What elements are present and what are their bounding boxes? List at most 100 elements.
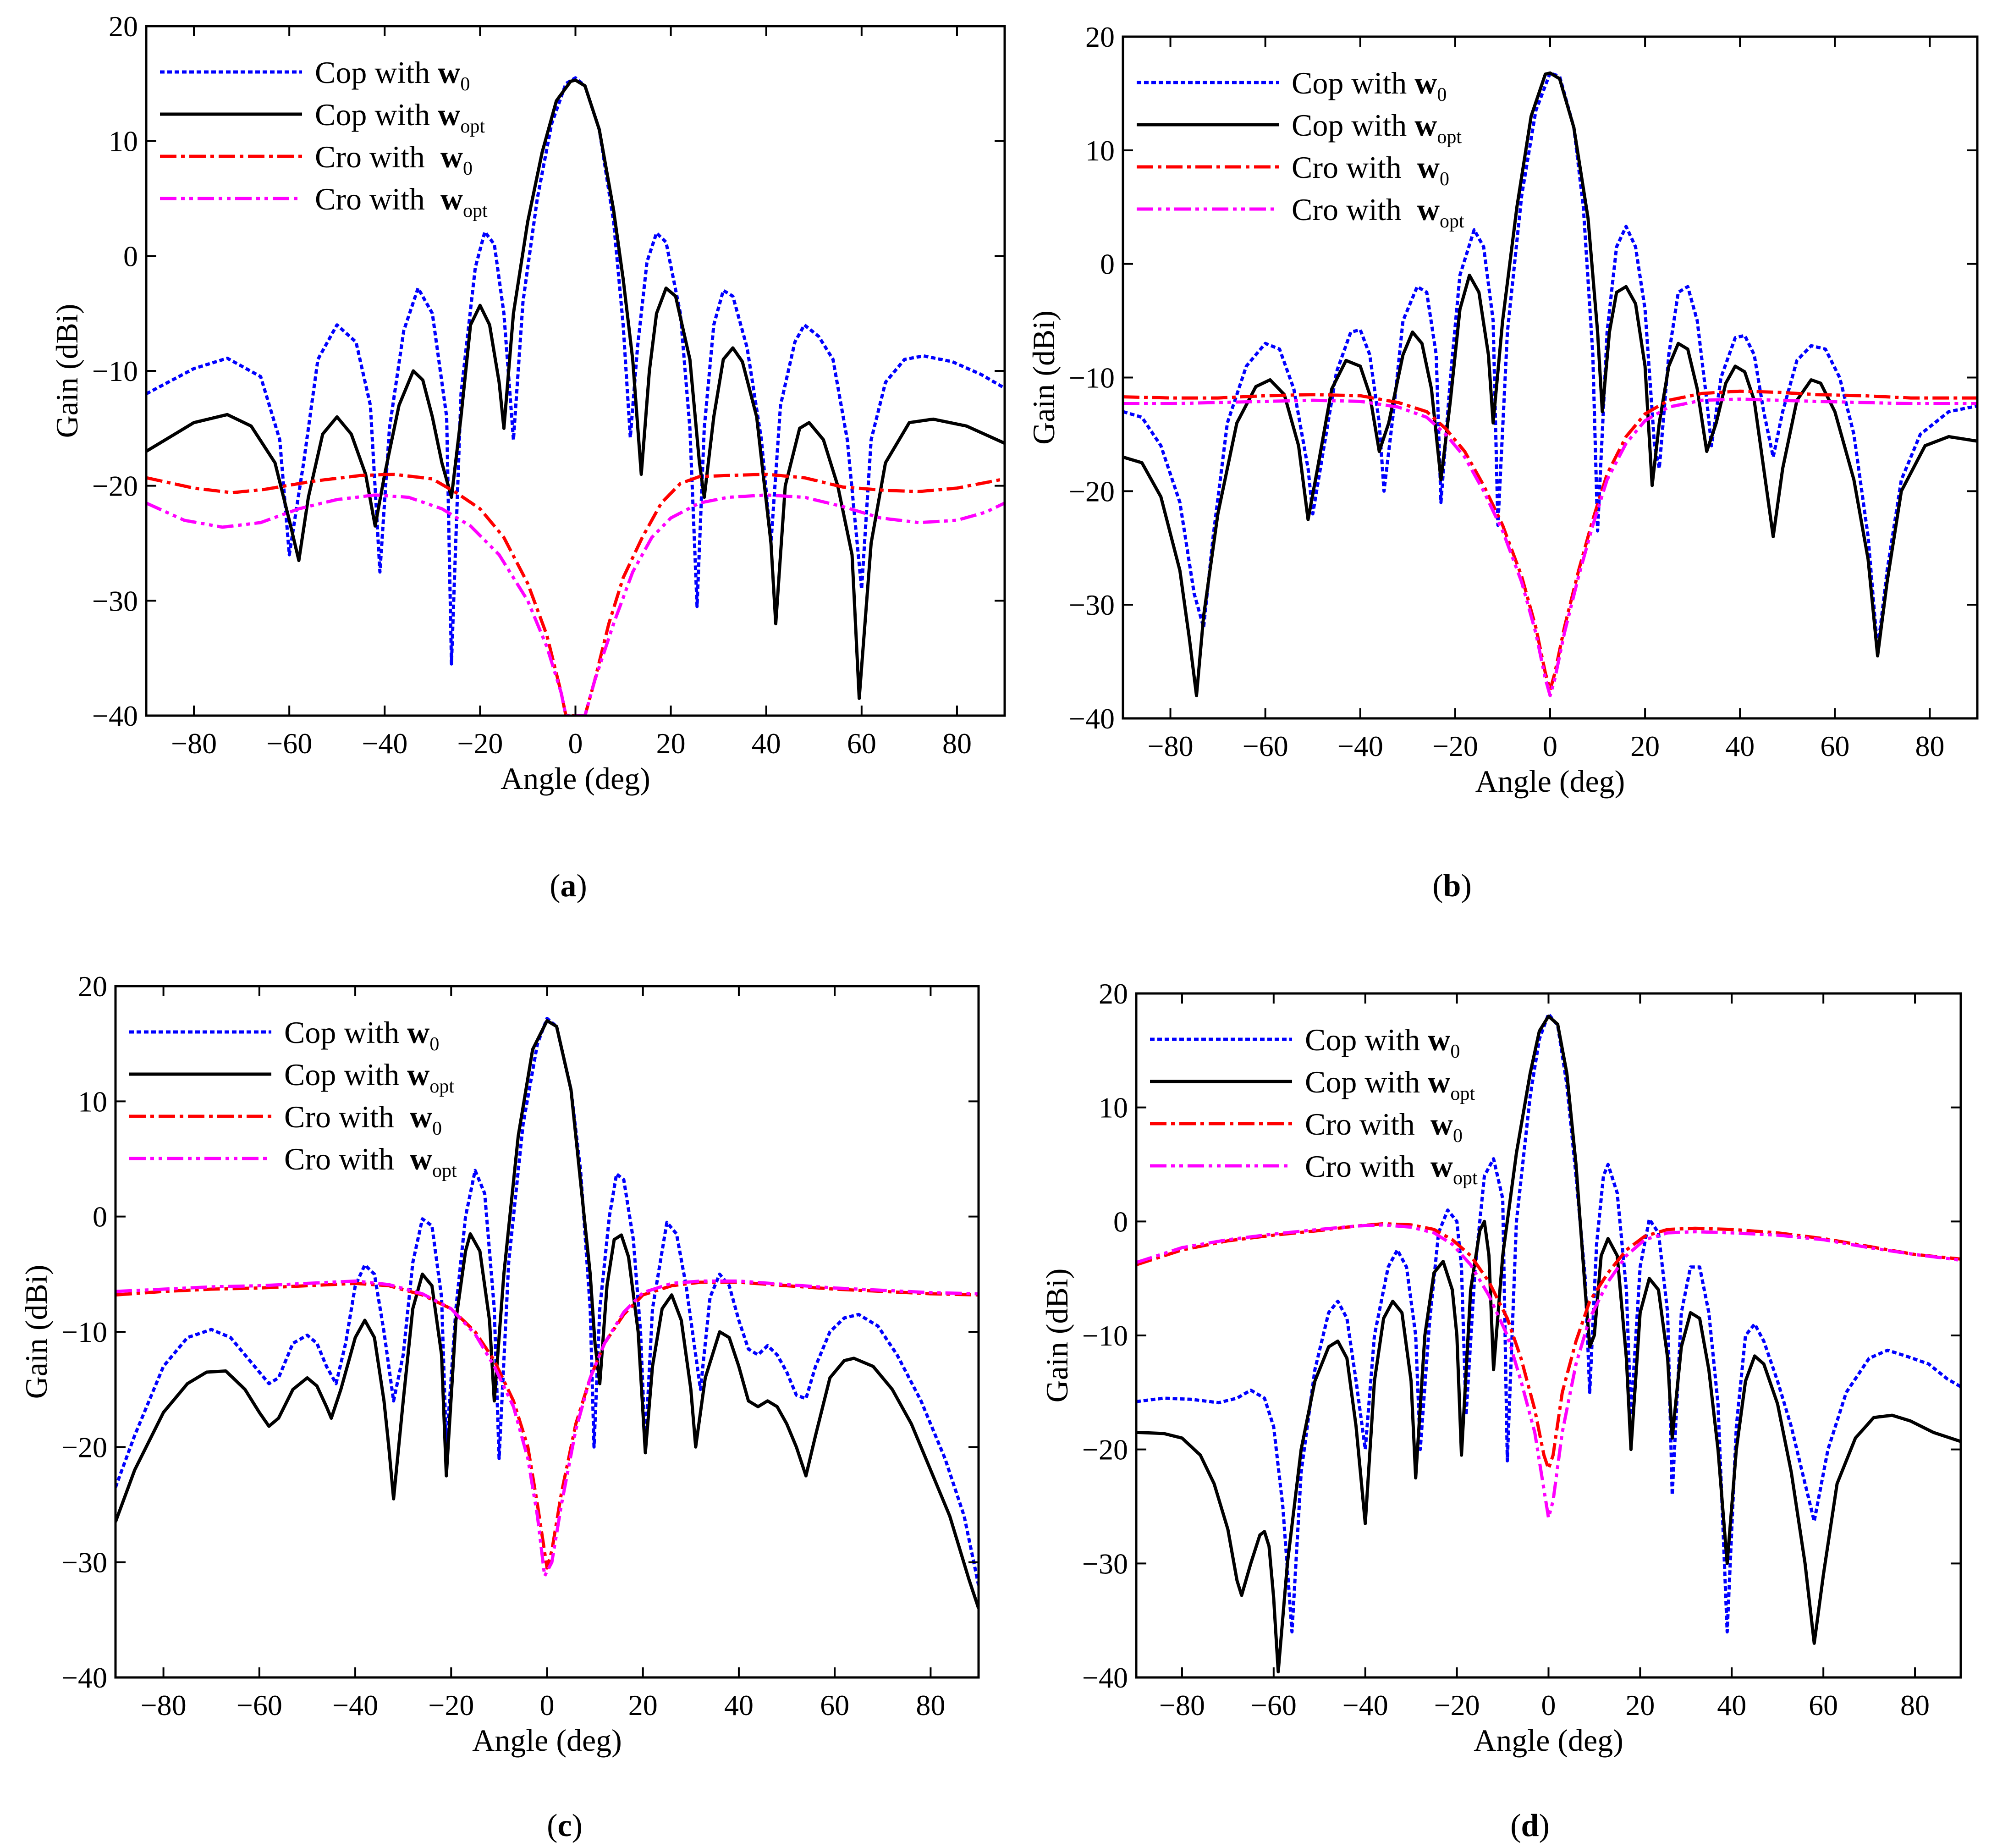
legend-subscript: opt xyxy=(1450,1083,1475,1104)
legend-subscript: opt xyxy=(432,1160,457,1181)
legend-bold-symbol: w xyxy=(407,1057,429,1092)
legend-subscript: opt xyxy=(1453,1168,1478,1189)
legend-subscript: 0 xyxy=(1453,1125,1463,1147)
legend-label-4: Cro with wopt xyxy=(315,182,488,221)
x-tick-label: −80 xyxy=(1148,730,1194,762)
legend-subscript: 0 xyxy=(429,1034,439,1055)
x-tick-label: 40 xyxy=(724,1689,754,1721)
chart-panel-d: −80 −60 −40 −20 0 20 40 60 80−40−30−20−1001020An… xyxy=(1040,977,1962,1843)
y-tick-label: −20 xyxy=(1082,1434,1128,1466)
x-tick-label: 40 xyxy=(752,727,781,760)
legend-label-1: Cop with w0 xyxy=(1305,1022,1460,1062)
x-tick-label: −80 xyxy=(171,727,217,760)
legend-text: Cop with xyxy=(1305,1065,1428,1099)
x-tick-label: 20 xyxy=(1625,1689,1655,1721)
legend-bold-symbol: w xyxy=(1430,1107,1453,1142)
legend-text: Cro with xyxy=(315,182,440,216)
y-tick-label: −40 xyxy=(1069,702,1115,735)
x-tick-label: 20 xyxy=(628,1689,658,1721)
x-tick-label: 60 xyxy=(820,1689,849,1721)
panel-caption: (b) xyxy=(1432,868,1472,904)
series-line-3 xyxy=(146,473,1005,716)
legend-label-3: Cro with w0 xyxy=(315,139,473,179)
legend-bold-symbol: w xyxy=(438,55,460,90)
x-tick-label: 80 xyxy=(916,1689,945,1721)
caption-close: ) xyxy=(577,868,587,904)
x-tick-label: −20 xyxy=(1434,1689,1480,1721)
x-axis-label: Angle (deg) xyxy=(1474,1723,1623,1758)
legend-bold-symbol: w xyxy=(1417,192,1440,227)
x-tick-label: 80 xyxy=(1915,730,1944,762)
x-tick-label: −80 xyxy=(141,1689,187,1721)
y-tick-label: −20 xyxy=(61,1431,107,1463)
legend-label-1: Cop with w0 xyxy=(284,1015,439,1055)
legend-subscript: 0 xyxy=(432,1118,442,1139)
series-line-2 xyxy=(1123,71,1977,697)
x-tick-label: 60 xyxy=(1809,1689,1838,1721)
panel-caption: (a) xyxy=(550,868,587,904)
chart-panel-b: −80 −60 −40 −20 0 20 40 60 80−40−30−20−1001020An… xyxy=(1026,21,1979,904)
series-line-1 xyxy=(146,76,1005,666)
series-line-3 xyxy=(116,1280,979,1570)
series-line-4 xyxy=(116,1279,979,1578)
plot-frame xyxy=(1135,992,1962,1679)
x-axis-label: Angle (deg) xyxy=(472,1723,622,1758)
y-tick-label: −40 xyxy=(61,1661,107,1694)
legend-subscript: 0 xyxy=(1450,1041,1460,1062)
legend-text: Cro with xyxy=(1305,1107,1430,1142)
x-tick-label: −40 xyxy=(332,1689,378,1721)
y-tick-label: 20 xyxy=(78,970,107,1003)
legend-subscript: opt xyxy=(1437,127,1462,148)
legend-label-2: Cop with wopt xyxy=(315,97,485,137)
series-line-1 xyxy=(1123,71,1977,652)
x-tick-label: 60 xyxy=(847,727,876,760)
series-line-2 xyxy=(1136,1015,1961,1674)
legend-label-3: Cro with w0 xyxy=(1292,150,1449,190)
x-tick-label: −60 xyxy=(1251,1689,1297,1721)
y-axis-label: Gain (dBi) xyxy=(19,1265,54,1399)
chart-panel-a: −80 −60 −40 −20 0 20 40 60 80−40−30−20−1001020An… xyxy=(50,10,1006,904)
y-tick-label: −40 xyxy=(92,700,138,732)
y-tick-label: 10 xyxy=(78,1085,107,1118)
y-tick-label: −20 xyxy=(92,470,138,502)
legend-bold-symbol: w xyxy=(1430,1149,1453,1184)
x-tick-label: 20 xyxy=(656,727,686,760)
y-tick-label: 0 xyxy=(1113,1205,1128,1238)
legend-text: Cro with xyxy=(284,1142,410,1176)
legend-subscript: opt xyxy=(1440,211,1464,232)
y-tick-label: 0 xyxy=(123,240,138,272)
y-tick-label: −10 xyxy=(92,355,138,387)
plot-area xyxy=(1123,71,1977,697)
caption-open: ( xyxy=(1432,868,1443,904)
legend-text: Cop with xyxy=(1292,108,1414,143)
plot-frame xyxy=(1122,35,1979,720)
caption-close: ) xyxy=(1539,1808,1549,1843)
x-tick-label: −40 xyxy=(1337,730,1383,762)
legend-bold-symbol: w xyxy=(440,182,463,216)
legend-subscript: 0 xyxy=(463,158,473,179)
series-line-4 xyxy=(1123,397,1977,697)
caption-letter: a xyxy=(561,868,577,904)
panel-caption: (c) xyxy=(547,1808,583,1843)
legend-text: Cop with xyxy=(315,55,438,90)
legend-bold-symbol: w xyxy=(1414,66,1437,100)
y-tick-label: −10 xyxy=(1082,1319,1128,1352)
panel-caption: (d) xyxy=(1510,1808,1550,1843)
caption-letter: c xyxy=(557,1808,572,1843)
legend-label-4: Cro with wopt xyxy=(1292,192,1464,232)
legend-bold-symbol: w xyxy=(438,97,460,132)
legend-bold-symbol: w xyxy=(407,1015,429,1050)
chart-panel-c: −80 −60 −40 −20 0 20 40 60 80−40−30−20−1001020An… xyxy=(19,970,980,1843)
x-tick-label: 80 xyxy=(942,727,972,760)
caption-open: ( xyxy=(1510,1808,1521,1843)
legend-label-3: Cro with w0 xyxy=(284,1099,442,1139)
y-tick-label: −20 xyxy=(1069,475,1115,508)
y-tick-label: 20 xyxy=(1099,977,1128,1010)
x-tick-label: −80 xyxy=(1159,1689,1205,1721)
legend-text: Cro with xyxy=(1292,150,1417,185)
caption-letter: b xyxy=(1443,868,1461,904)
x-tick-label: −20 xyxy=(428,1689,474,1721)
legend-subscript: 0 xyxy=(1437,84,1447,105)
